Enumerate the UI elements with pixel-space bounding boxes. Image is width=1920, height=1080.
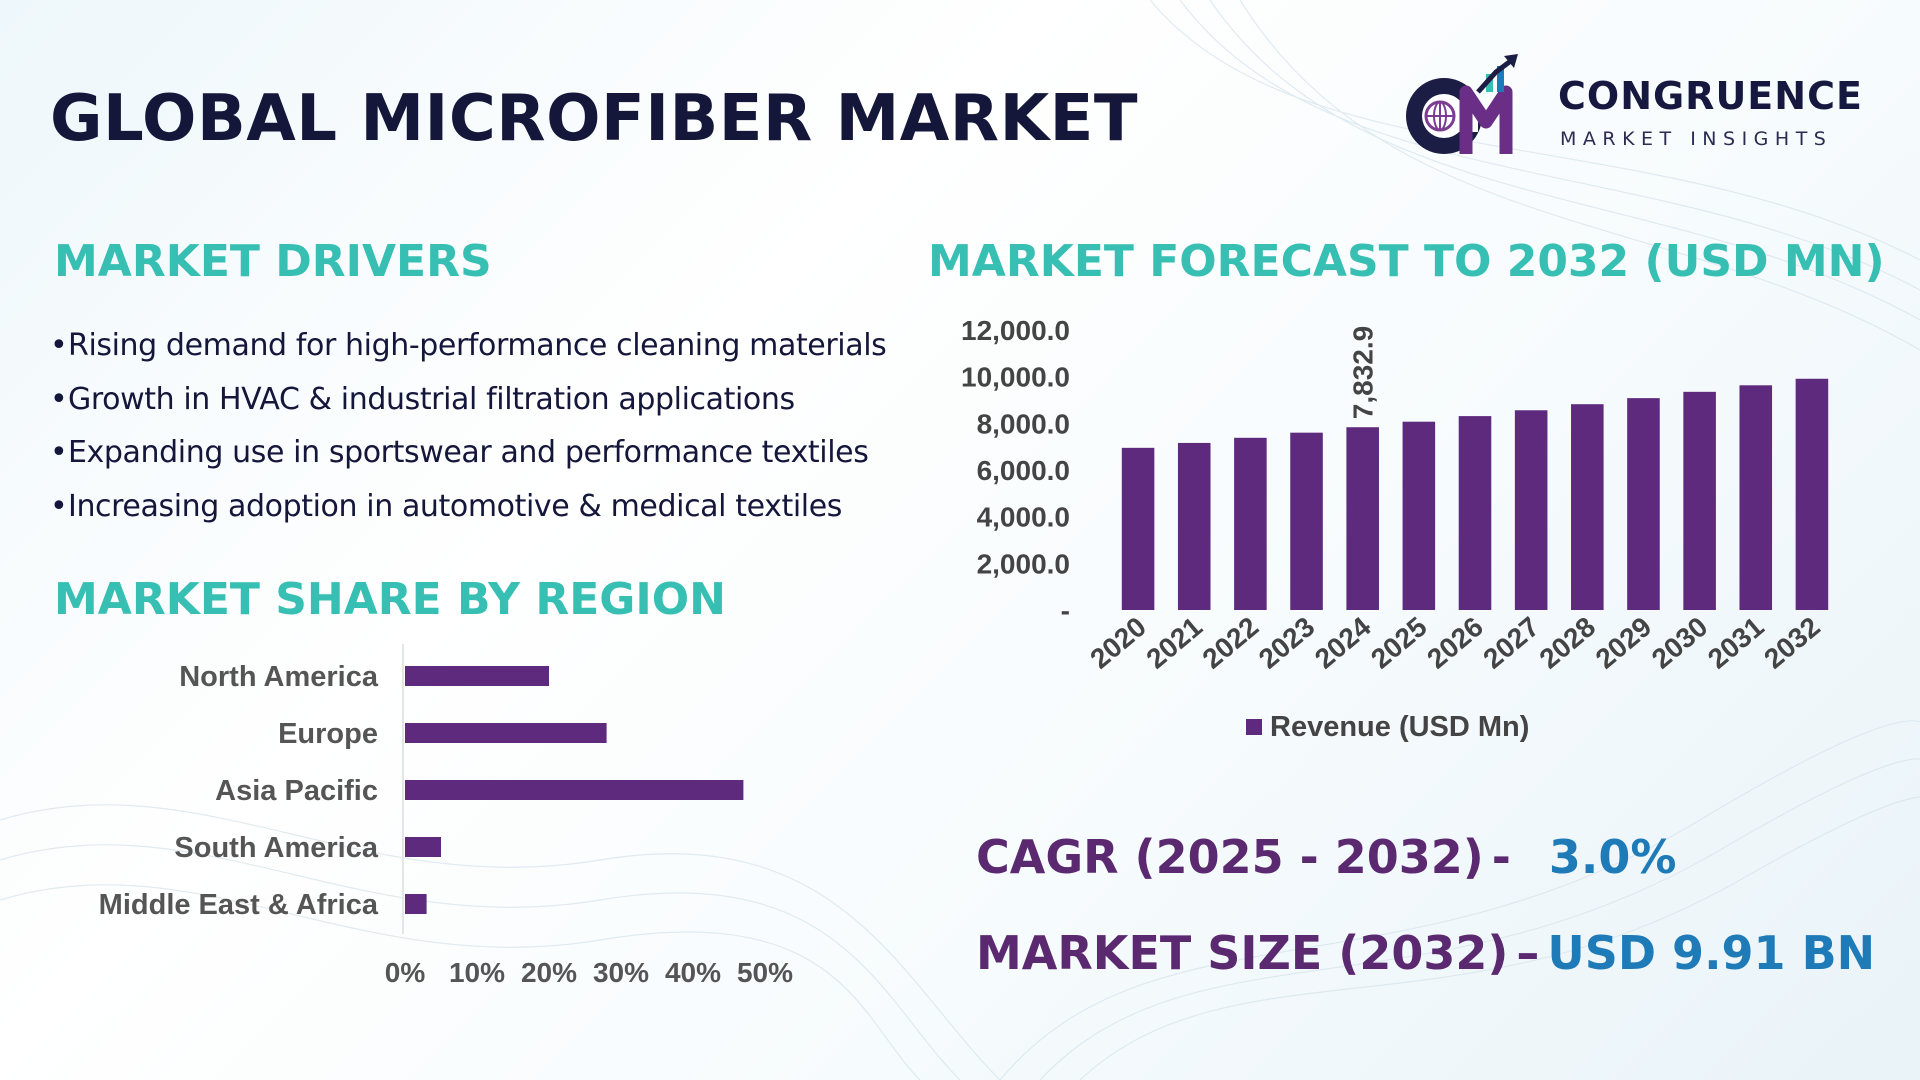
bullet-icon: • [50, 488, 68, 524]
x-tick-label: 2029 [1590, 611, 1658, 675]
market-size-separator: – [1516, 926, 1540, 980]
x-tick-label: 2027 [1477, 611, 1545, 675]
bullet-icon: • [50, 381, 68, 417]
category-label: Asia Pacific [215, 775, 378, 807]
legend-label: Revenue (USD Mn) [1270, 711, 1529, 743]
x-tick-label: 10% [449, 957, 505, 988]
bar-2025 [1402, 421, 1436, 610]
y-tick-label: 12,000.0 [961, 315, 1070, 346]
x-tick-label: 2023 [1253, 611, 1321, 675]
x-tick-label: 20% [521, 957, 577, 988]
legend-swatch [1246, 719, 1262, 735]
bar-2032 [1795, 378, 1829, 610]
bar-2029 [1627, 398, 1660, 610]
x-tick-label: 2022 [1197, 611, 1265, 675]
bullet-icon: • [50, 435, 68, 470]
x-tick-label: 2026 [1421, 611, 1489, 675]
drivers-heading: MARKET DRIVERS [54, 236, 492, 287]
bar-north-america [405, 666, 549, 686]
driver-text: Expanding use in sportswear and performa… [68, 435, 869, 470]
y-tick-label: - [1061, 595, 1070, 626]
bar-2031 [1739, 385, 1773, 610]
x-tick-label: 50% [737, 957, 793, 988]
data-label: 7,832.9 [1348, 326, 1379, 419]
logo-name: CONGRUENCE [1558, 74, 1863, 118]
x-tick-label: 2031 [1702, 611, 1770, 675]
company-logo: CONGRUENCE MARKET INSIGHTS [1400, 52, 1870, 162]
bar-2030 [1683, 391, 1716, 610]
market-size-value: USD 9.91 BN [1547, 926, 1876, 980]
x-tick-label: 2028 [1534, 611, 1602, 675]
cagr-separator: - [1491, 830, 1511, 884]
cagr-label: CAGR (2025 - 2032) [976, 830, 1484, 884]
y-tick-label: 4,000.0 [977, 502, 1070, 533]
x-tick-label: 2025 [1365, 611, 1433, 675]
market-size-stat: MARKET SIZE (2032) – USD 9.91 BN [976, 926, 1875, 980]
forecast-heading: MARKET FORECAST TO 2032 (USD MN) [928, 236, 1885, 287]
category-label: Middle East & Africa [99, 889, 379, 921]
bar-2026 [1458, 416, 1492, 610]
bar-2023 [1290, 432, 1323, 610]
market-size-label: MARKET SIZE (2032) [976, 926, 1509, 980]
x-tick-label: 0% [385, 957, 426, 988]
bar-2022 [1234, 437, 1267, 610]
category-label: South America [174, 832, 378, 864]
x-tick-label: 2021 [1140, 611, 1208, 675]
x-tick-label: 2032 [1758, 611, 1826, 675]
bar-2021 [1177, 442, 1211, 610]
x-tick-label: 2030 [1646, 611, 1714, 675]
y-tick-label: 6,000.0 [977, 455, 1070, 486]
x-tick-label: 2024 [1309, 611, 1377, 675]
bar-2028 [1571, 404, 1604, 610]
page-title: GLOBAL MICROFIBER MARKET [50, 82, 1139, 156]
list-item: •Increasing adoption in automotive & med… [50, 485, 886, 539]
driver-text: Increasing adoption in automotive & medi… [68, 488, 842, 524]
bar-middle-east-africa [405, 894, 427, 914]
logo-tagline: MARKET INSIGHTS [1560, 128, 1833, 150]
bar-south-america [405, 837, 441, 857]
cm-logo-mark [1406, 54, 1518, 154]
list-item: •Growth in HVAC & industrial filtration … [50, 378, 886, 432]
y-tick-label: 8,000.0 [977, 408, 1070, 439]
driver-text: Growth in HVAC & industrial filtration a… [68, 381, 795, 417]
bar-2020 [1121, 447, 1155, 610]
category-label: Europe [278, 718, 378, 750]
x-tick-label: 30% [593, 957, 649, 988]
cagr-stat: CAGR (2025 - 2032) -3.0% [976, 830, 1676, 884]
bullet-icon: • [50, 328, 68, 363]
y-tick-label: 2,000.0 [977, 548, 1070, 579]
bar-europe [405, 723, 607, 743]
list-item: •Rising demand for high-performance clea… [50, 324, 887, 378]
drivers-list: •Rising demand for high-performance clea… [50, 324, 887, 539]
driver-text: Rising demand for high-performance clean… [68, 328, 887, 363]
x-tick-label: 2020 [1084, 611, 1152, 675]
x-tick-label: 40% [665, 957, 721, 988]
region-share-bar-chart: North America Europe Asia Pacific South Ame… [99, 644, 793, 988]
forecast-bar-chart: - 2,000.0 4,000.0 6,000.0 8,000.0 10,000.0 12,… [961, 315, 1829, 743]
bar-2024 [1346, 427, 1379, 610]
bar-asia-pacific [405, 780, 744, 800]
cagr-value: 3.0% [1548, 830, 1677, 884]
bar-2027 [1514, 410, 1548, 610]
list-item: •Expanding use in sportswear and perform… [50, 431, 886, 485]
category-label: North America [179, 661, 379, 693]
region-heading: MARKET SHARE BY REGION [54, 574, 726, 625]
y-tick-label: 10,000.0 [961, 362, 1070, 393]
